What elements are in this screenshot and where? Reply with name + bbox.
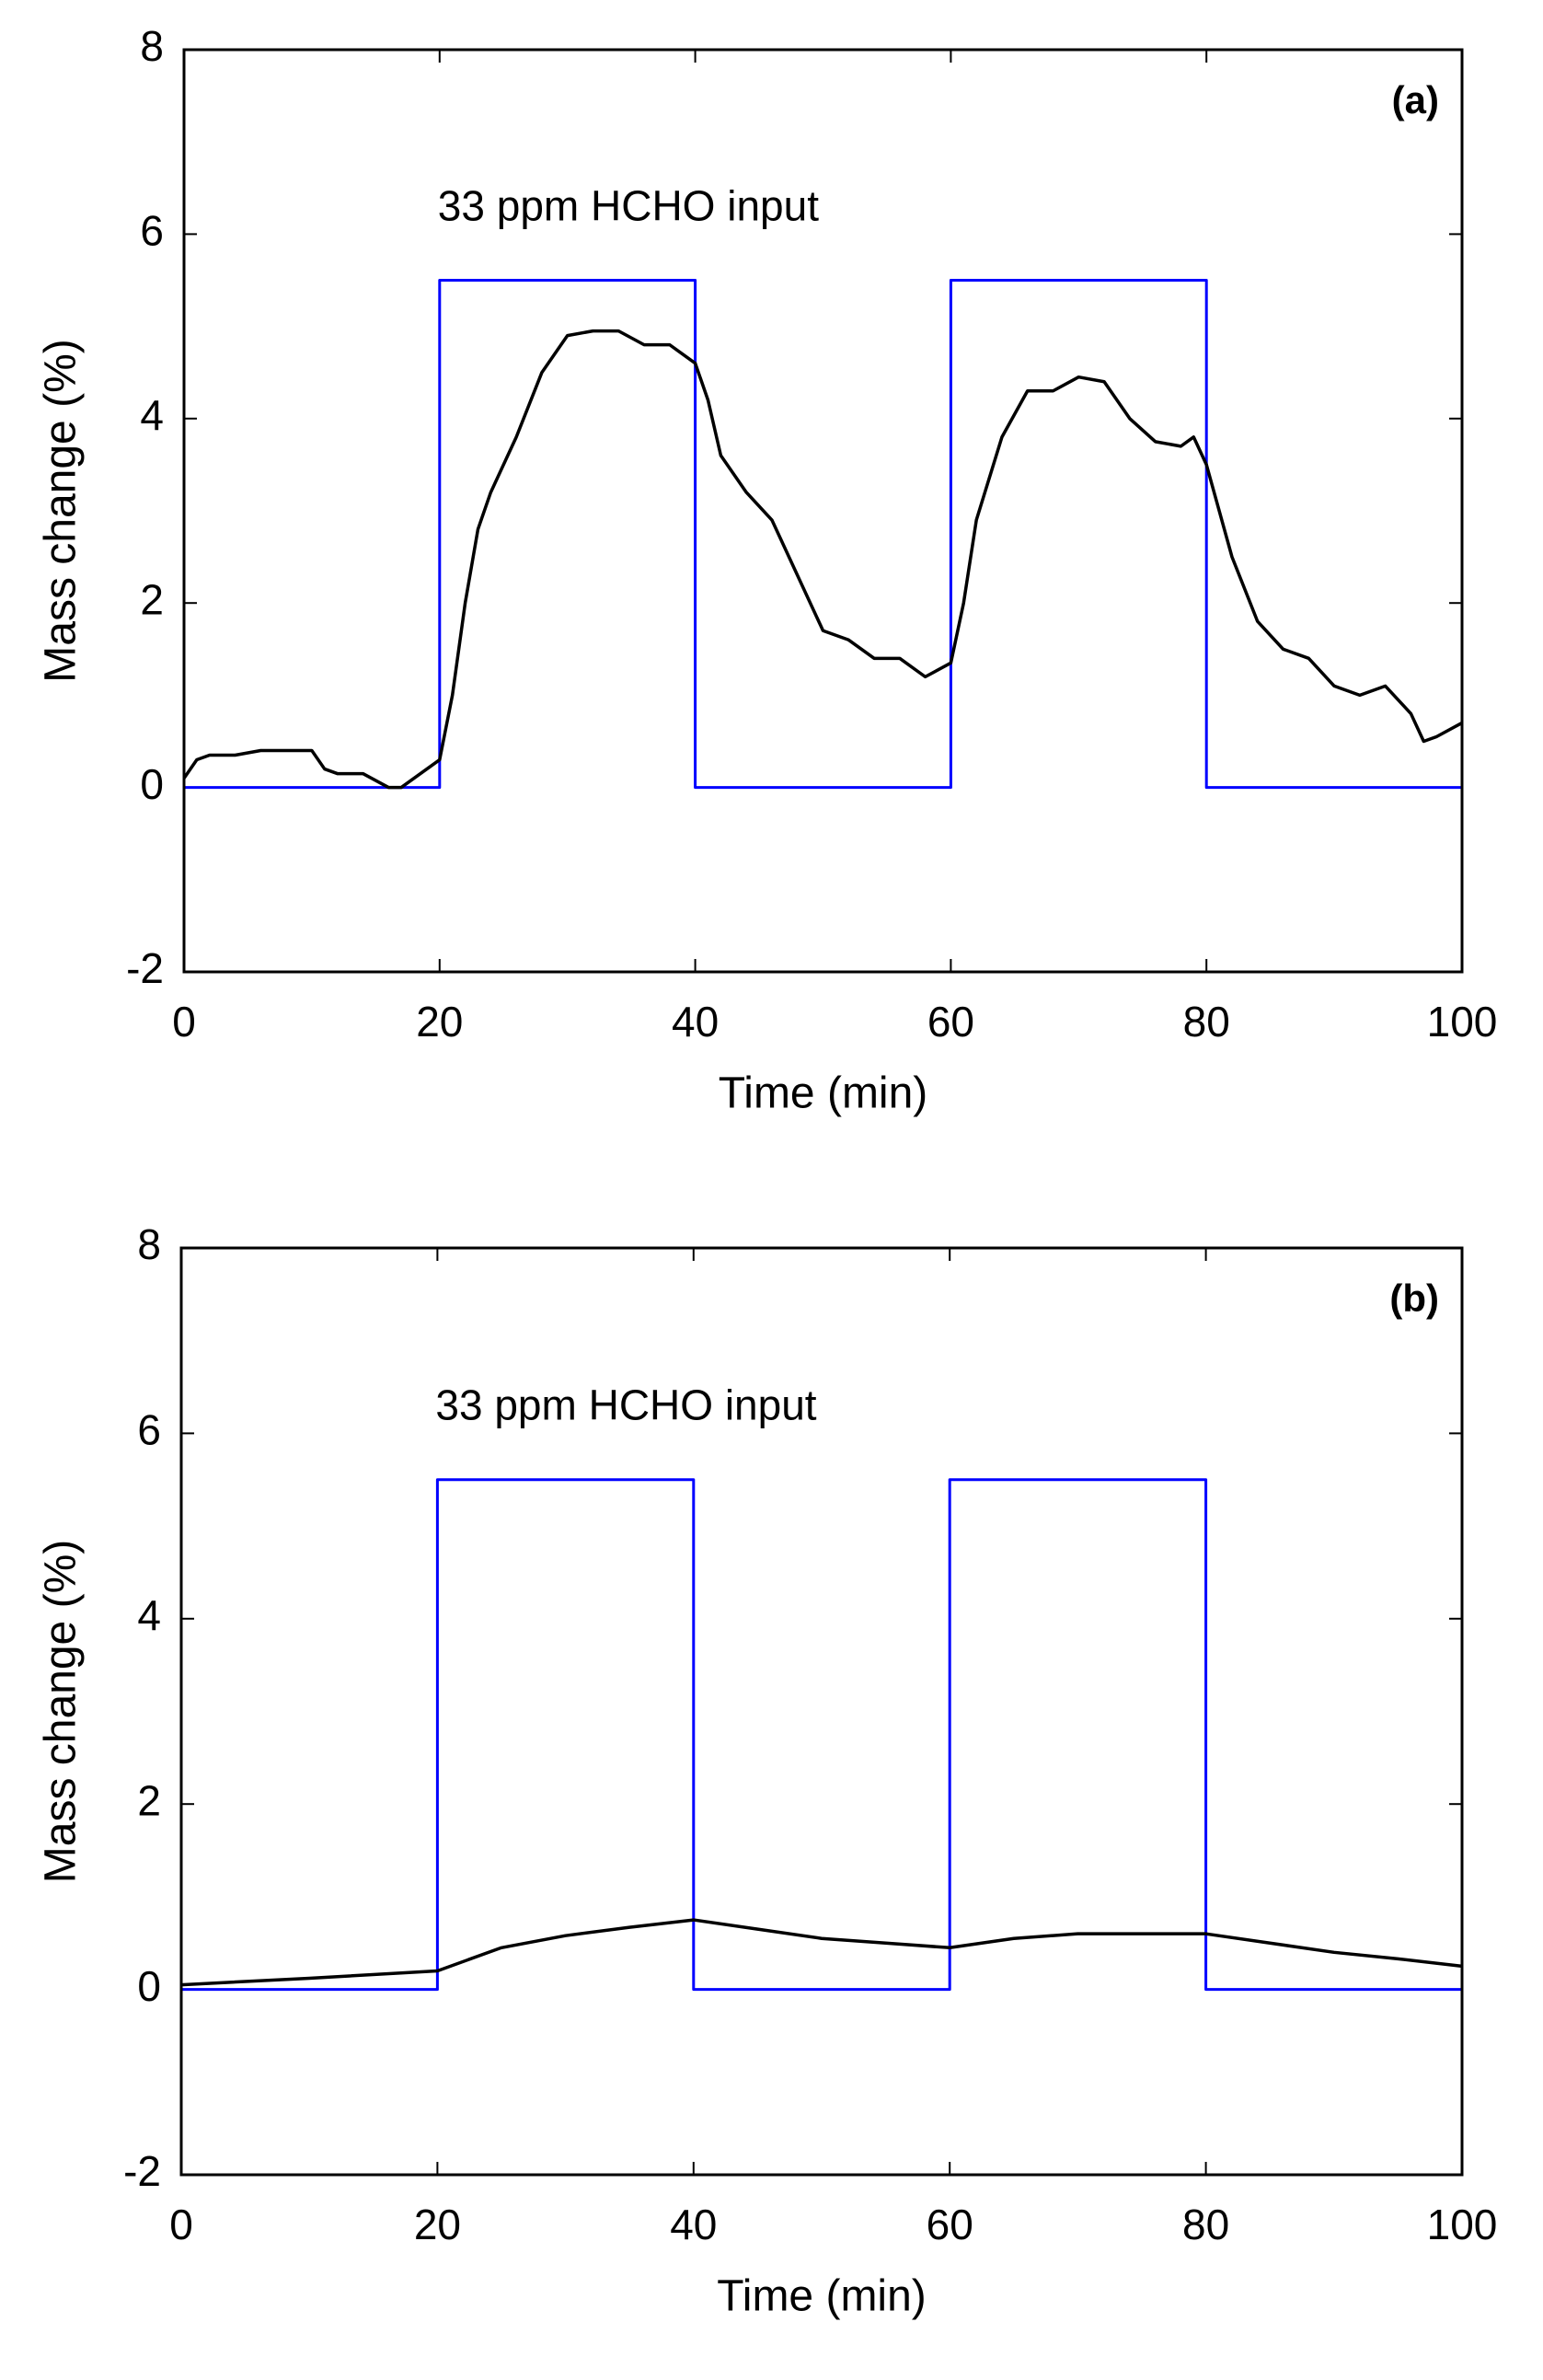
y-tick-label: 6 [137,1406,161,1454]
panel-label: (a) [1392,78,1439,121]
y-tick-label: 8 [137,1220,161,1268]
y-tick-label: 8 [140,22,164,70]
y-axis-label: Mass change (%) [37,1540,86,1883]
x-axis-label: Time (min) [719,1069,928,1118]
x-tick-label: 0 [172,998,196,1046]
panel-label: (b) [1389,1277,1439,1320]
annotation: 33 ppm HCHO input [438,182,819,230]
x-tick-label: 60 [927,2201,973,2248]
series-line [181,1478,1462,1992]
x-tick-label: 40 [672,998,719,1046]
y-tick-label: 0 [137,1962,161,2010]
series-line [184,279,1462,790]
plot-frame [182,48,1464,974]
y-tick-label: 2 [137,1776,161,1824]
series-line [182,329,1463,790]
y-tick-label: -2 [126,944,164,992]
y-axis-label: Mass change (%) [37,339,86,682]
y-tick-label: 2 [140,575,164,623]
x-tick-label: 80 [1183,998,1230,1046]
x-axis-label: Time (min) [717,2272,927,2321]
y-tick-label: -2 [123,2147,161,2195]
x-tick-label: 0 [169,2201,193,2248]
x-tick-label: 20 [416,998,463,1046]
x-tick-label: 60 [927,998,974,1046]
y-tick-label: 4 [140,391,164,439]
series-line [180,1918,1463,1987]
x-tick-label: 80 [1182,2201,1229,2248]
x-tick-label: 100 [1427,998,1498,1046]
plot-frame [179,1246,1464,2177]
x-tick-label: 20 [414,2201,461,2248]
x-tick-label: 40 [670,2201,717,2248]
x-tick-label: 100 [1427,2201,1498,2248]
y-tick-label: 6 [140,207,164,255]
y-tick-label: 0 [140,760,164,808]
y-tick-label: 4 [137,1591,161,1639]
annotation: 33 ppm HCHO input [435,1381,816,1428]
